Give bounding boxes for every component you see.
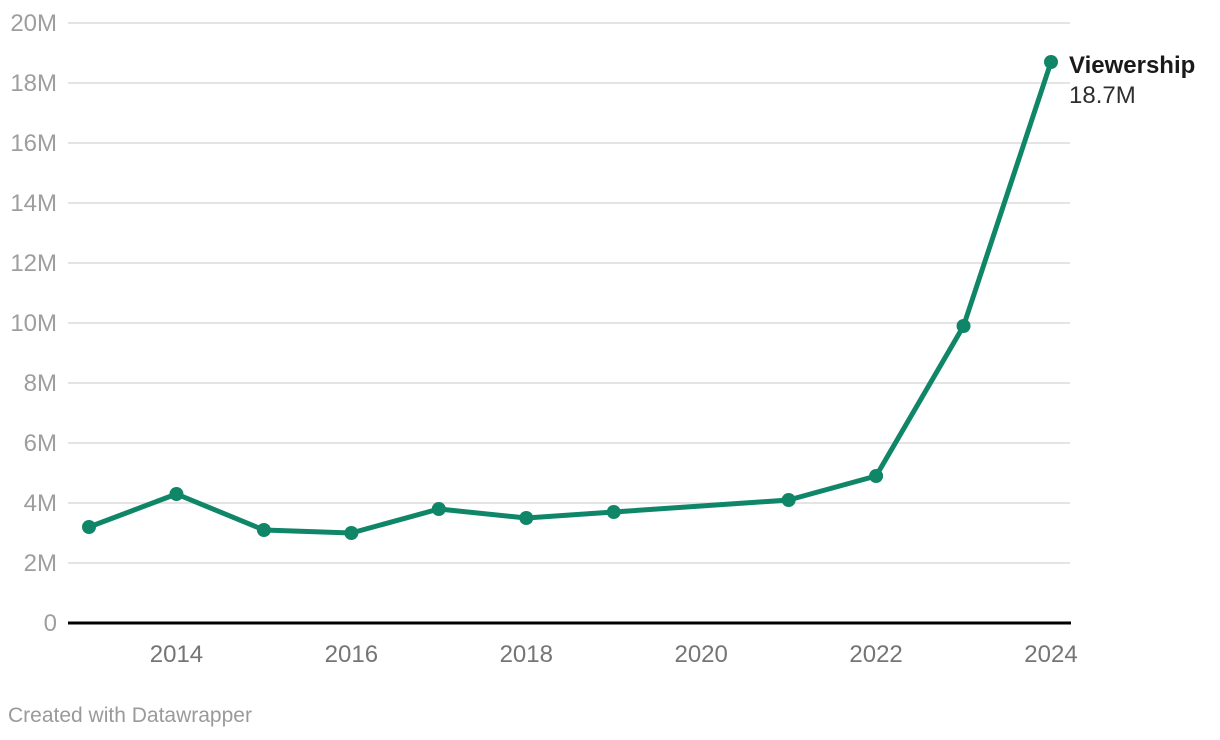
x-tick-label: 2020 [674, 641, 727, 668]
data-point[interactable] [519, 511, 534, 525]
x-tick-label: 2024 [1024, 641, 1077, 668]
y-tick-label: 20M [10, 10, 57, 37]
x-tick-label: 2014 [150, 641, 203, 668]
data-point[interactable] [431, 502, 446, 516]
line-chart-canvas: 0 2M 4M 6M 8M 10M 12M 14M 16M 18M 20M 2014 2016 2018 2… [10, 10, 1077, 668]
data-point[interactable] [956, 319, 971, 333]
data-point[interactable] [869, 469, 884, 483]
data-point[interactable] [781, 493, 796, 507]
x-tick-label: 2018 [500, 641, 553, 668]
y-tick-label: 2M [24, 550, 57, 577]
y-tick-label: 12M [10, 250, 57, 277]
y-tick-label: 18M [10, 70, 57, 97]
y-tick-label: 8M [24, 370, 57, 397]
y-tick-label: 10M [10, 310, 57, 337]
data-point[interactable] [606, 505, 621, 519]
series-end-label: Viewership 18.7M [1069, 51, 1195, 111]
x-tick-label: 2016 [325, 641, 378, 668]
data-point[interactable] [1044, 55, 1058, 69]
y-tick-label: 6M [24, 430, 57, 457]
data-point[interactable] [169, 487, 184, 501]
x-tick-label: 2022 [849, 641, 902, 668]
series-name-label: Viewership [1069, 52, 1196, 79]
y-tick-label: 16M [10, 130, 57, 157]
data-point[interactable] [344, 526, 359, 540]
series-line [86, 59, 1054, 536]
series-value-label: 18.7M [1069, 82, 1136, 109]
datawrapper-credit[interactable]: Created with Datawrapper [8, 704, 252, 727]
data-point[interactable] [256, 523, 271, 537]
data-point[interactable] [82, 520, 96, 534]
y-tick-label: 0 [44, 610, 57, 637]
y-tick-label: 14M [10, 190, 57, 217]
y-tick-label: 4M [24, 490, 57, 517]
